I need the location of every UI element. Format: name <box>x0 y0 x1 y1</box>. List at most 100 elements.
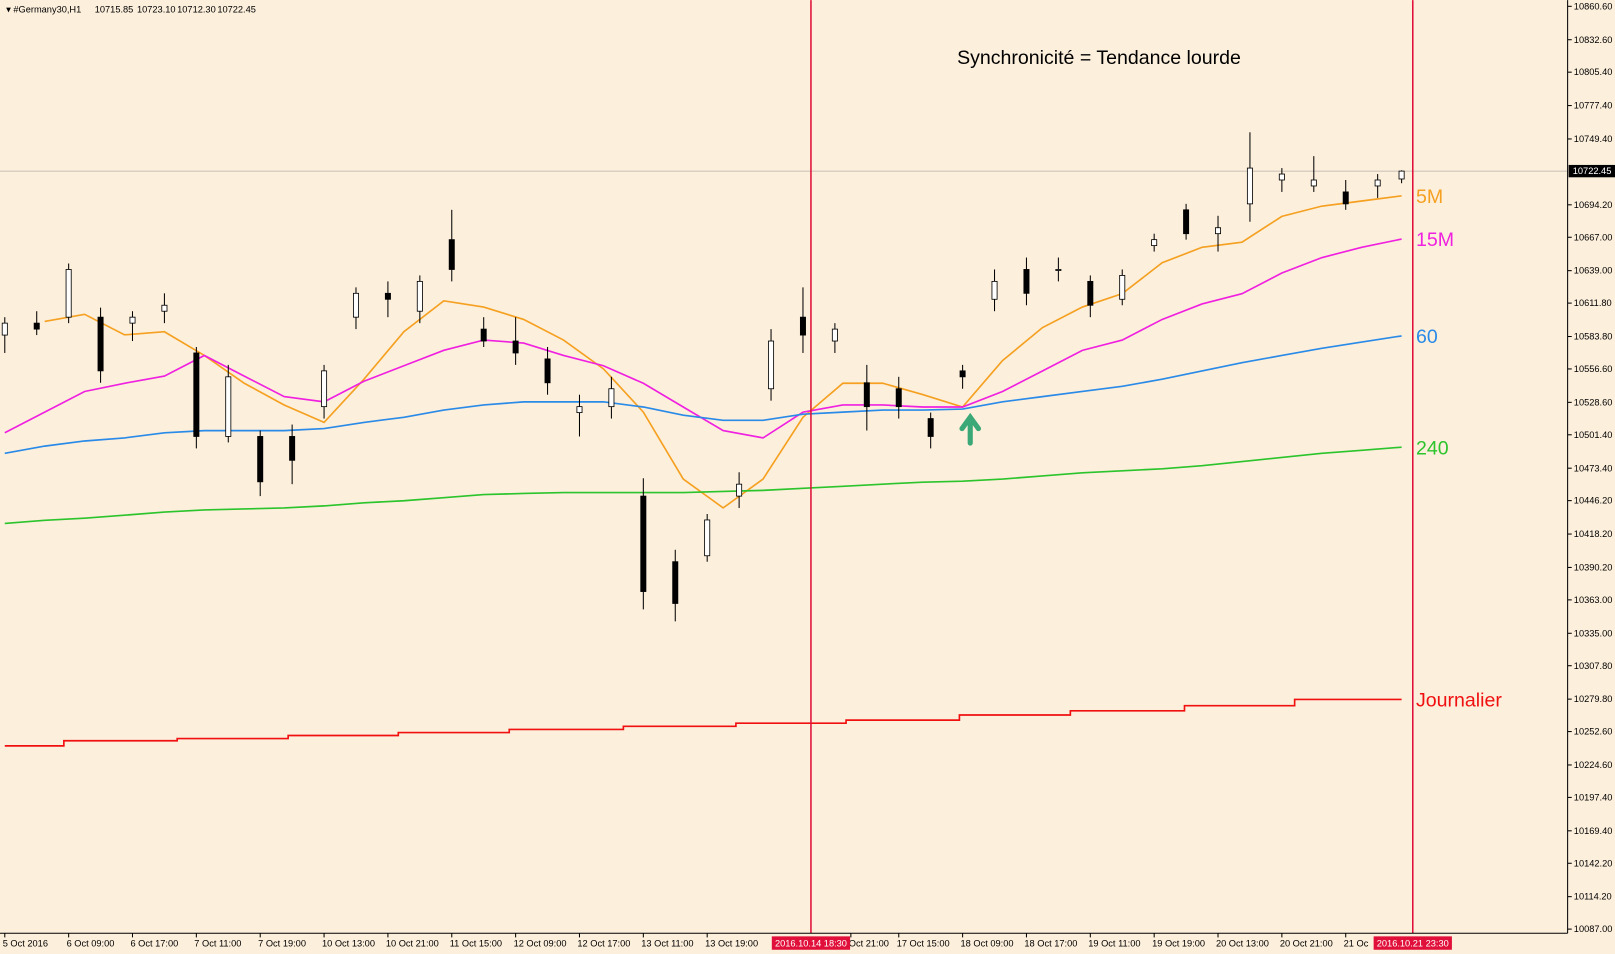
candle-body <box>512 340 519 354</box>
marker-label: 2016.10.21 23:30 <box>1377 939 1449 949</box>
series-label: 15M <box>1416 229 1454 251</box>
y-tick-label: 10749.40 <box>1574 134 1613 144</box>
candle-body <box>480 328 487 342</box>
ma-line <box>4 446 1402 525</box>
candle-body <box>129 316 136 324</box>
candle-body <box>1151 239 1158 247</box>
candle-body <box>97 316 104 372</box>
series-label: 5M <box>1416 186 1443 208</box>
y-tick-label: 10224.60 <box>1574 760 1613 770</box>
x-tick-label: 21 Oc <box>1344 939 1369 949</box>
y-tick-label: 10252.60 <box>1574 727 1613 737</box>
candle-body <box>1087 280 1094 306</box>
y-tick-label: 10528.60 <box>1574 397 1613 407</box>
candle-body <box>321 370 328 408</box>
x-tick-label: 18 Oct 17:00 <box>1024 939 1077 949</box>
ohlc-close: 10722.45 <box>217 4 256 14</box>
candle-body <box>161 304 168 312</box>
x-tick-label: 11 Oct 15:00 <box>450 939 502 949</box>
current-price-box <box>1568 164 1615 178</box>
candle-body <box>1183 209 1190 235</box>
symbol-name: #Germany30,H1 <box>13 4 81 14</box>
candle-body <box>33 322 40 330</box>
ohlc-high: 10723.10 <box>137 4 176 14</box>
candle-body <box>1055 269 1062 271</box>
candle-body <box>927 418 934 437</box>
x-tick-label: 12 Oct 17:00 <box>577 939 630 949</box>
y-tick-label: 10279.80 <box>1574 694 1613 704</box>
candle-body <box>704 519 711 557</box>
x-tick-label: 17 Oct 15:00 <box>897 939 950 949</box>
y-tick-label: 10169.40 <box>1574 826 1613 836</box>
candle-body <box>1342 191 1349 205</box>
y-tick-label: 10777.40 <box>1574 101 1613 111</box>
candle-body <box>640 495 647 592</box>
y-tick-label: 10860.60 <box>1574 1 1613 11</box>
candle-body <box>608 388 615 408</box>
chart-title: Synchronicité = Tendance lourde <box>957 47 1241 69</box>
x-tick-label: 7 Oct 11:00 <box>194 939 241 949</box>
x-tick-label: 6 Oct 09:00 <box>67 939 115 949</box>
candle-body <box>799 316 806 336</box>
y-tick-label: 10087.00 <box>1574 924 1613 934</box>
candle-body <box>895 388 902 408</box>
x-tick-label: 19 Oct 19:00 <box>1152 939 1205 949</box>
candle-body <box>1246 167 1253 205</box>
header: ▾ #Germany30,H1 10715.85 10723.10 10712.… <box>6 4 256 14</box>
x-tick-label: 10 Oct 21:00 <box>386 939 439 949</box>
x-tick-label: 20 Oct 13:00 <box>1216 939 1269 949</box>
x-tick-label: 12 Oct 09:00 <box>514 939 567 949</box>
x-tick-label: 5 Oct 2016 <box>3 939 48 949</box>
y-tick-label: 10832.60 <box>1574 35 1613 45</box>
series-label: 240 <box>1416 437 1449 459</box>
y-tick-label: 10556.60 <box>1574 364 1613 374</box>
ohlc-low: 10712.30 <box>177 4 216 14</box>
y-tick-label: 10805.40 <box>1574 67 1613 77</box>
candle-body <box>384 292 391 300</box>
x-tick-label: Oct 21:00 <box>849 939 889 949</box>
x-tick-label: 20 Oct 21:00 <box>1280 939 1333 949</box>
x-tick-label: 10 Oct 13:00 <box>322 939 375 949</box>
ma-line <box>4 698 1402 747</box>
candle-body <box>1 322 8 336</box>
ma-line <box>44 195 1402 509</box>
y-tick-label: 10446.20 <box>1574 496 1613 506</box>
candle-body <box>544 358 551 384</box>
candle-body <box>1023 269 1030 294</box>
y-tick-label: 10307.80 <box>1574 661 1613 671</box>
candle-body <box>991 280 998 300</box>
y-tick-label: 10501.40 <box>1574 430 1613 440</box>
candle-body <box>225 376 232 437</box>
series-label: 60 <box>1416 326 1438 348</box>
plot-area <box>0 0 1568 934</box>
y-tick-label: 10583.80 <box>1574 332 1613 342</box>
y-tick-label: 10335.00 <box>1574 628 1613 638</box>
y-tick-label: 10390.20 <box>1574 563 1613 573</box>
candle-body <box>257 436 264 483</box>
ma-line <box>4 335 1402 455</box>
x-tick-label: 6 Oct 17:00 <box>130 939 178 949</box>
candle-body <box>863 382 870 408</box>
candle-body <box>576 406 583 414</box>
candle-body <box>193 352 200 437</box>
y-tick-label: 10667.00 <box>1574 232 1613 242</box>
y-tick-label: 10611.80 <box>1574 298 1612 308</box>
symbol: ▾ #Germany30,H1 <box>6 4 81 14</box>
candle-body <box>1398 170 1405 180</box>
ma-line <box>4 238 1402 439</box>
y-tick-label: 10142.20 <box>1574 858 1613 868</box>
candle-body <box>416 280 423 312</box>
candle-body <box>672 561 679 604</box>
candle-body <box>1215 227 1222 235</box>
candle-body <box>959 370 966 378</box>
y-tick-label: 10694.20 <box>1574 200 1613 210</box>
candle-body <box>1119 275 1126 300</box>
x-tick-label: 18 Oct 09:00 <box>961 939 1014 949</box>
candle-body <box>448 239 455 270</box>
candle-body <box>1310 179 1317 187</box>
ohlc-open: 10715.85 <box>95 4 134 14</box>
x-tick-label: 19 Oct 11:00 <box>1088 939 1140 949</box>
